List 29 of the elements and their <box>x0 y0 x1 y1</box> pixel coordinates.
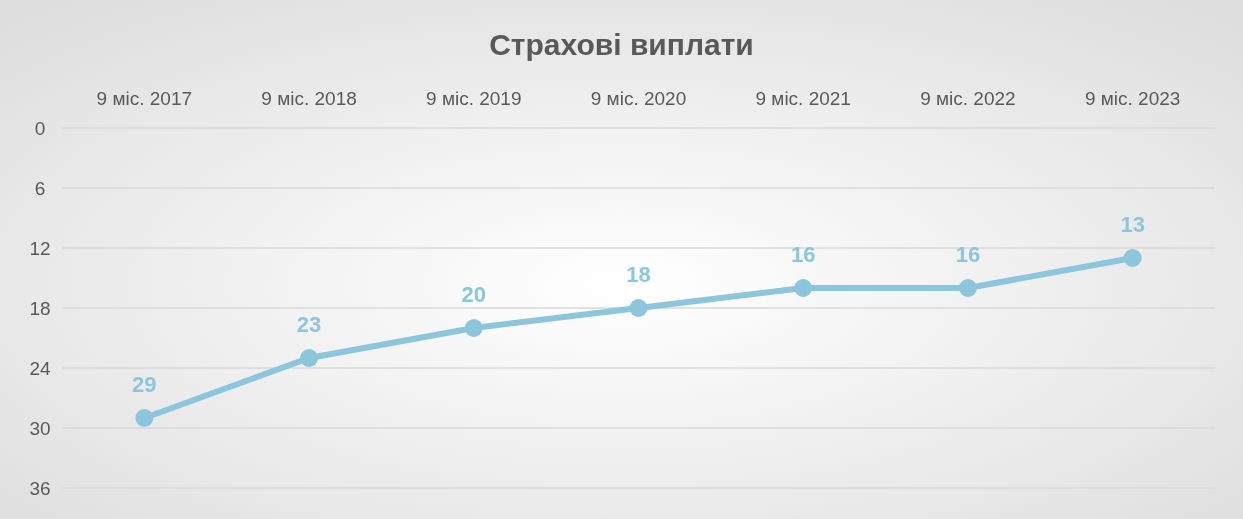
data-label: 16 <box>790 242 816 267</box>
x-tick-label: 9 міс. 2017 <box>96 88 193 109</box>
x-tick-label: 9 міс. 2018 <box>261 88 357 109</box>
point <box>794 279 813 297</box>
x-tick-label: 9 міс. 2023 <box>1084 88 1181 109</box>
point <box>300 349 319 367</box>
y-tick-label: 24 <box>29 357 51 379</box>
point <box>958 279 977 297</box>
x-tick-label: 9 міс. 2022 <box>920 88 1016 109</box>
y-tick-label: 36 <box>29 477 51 499</box>
point <box>1123 249 1142 267</box>
point <box>464 319 483 337</box>
y-tick-label: 6 <box>34 177 46 199</box>
data-label: 13 <box>1120 212 1145 237</box>
point <box>135 409 154 427</box>
chart-title: Страхові виплати <box>489 28 754 61</box>
data-label: 16 <box>955 242 981 267</box>
y-tick-label: 0 <box>34 117 46 139</box>
x-tick-label: 9 міс. 2019 <box>426 88 522 109</box>
data-label: 20 <box>461 282 487 307</box>
point <box>629 299 648 317</box>
data-label: 29 <box>132 372 157 397</box>
y-tick-label: 12 <box>29 237 51 259</box>
y-tick-label: 18 <box>29 297 51 319</box>
x-tick-label: 9 міс. 2020 <box>590 88 687 109</box>
data-label: 23 <box>296 312 322 337</box>
y-tick-label: 30 <box>29 417 51 439</box>
x-tick-label: 9 міс. 2021 <box>755 88 851 109</box>
data-label: 18 <box>626 262 651 287</box>
